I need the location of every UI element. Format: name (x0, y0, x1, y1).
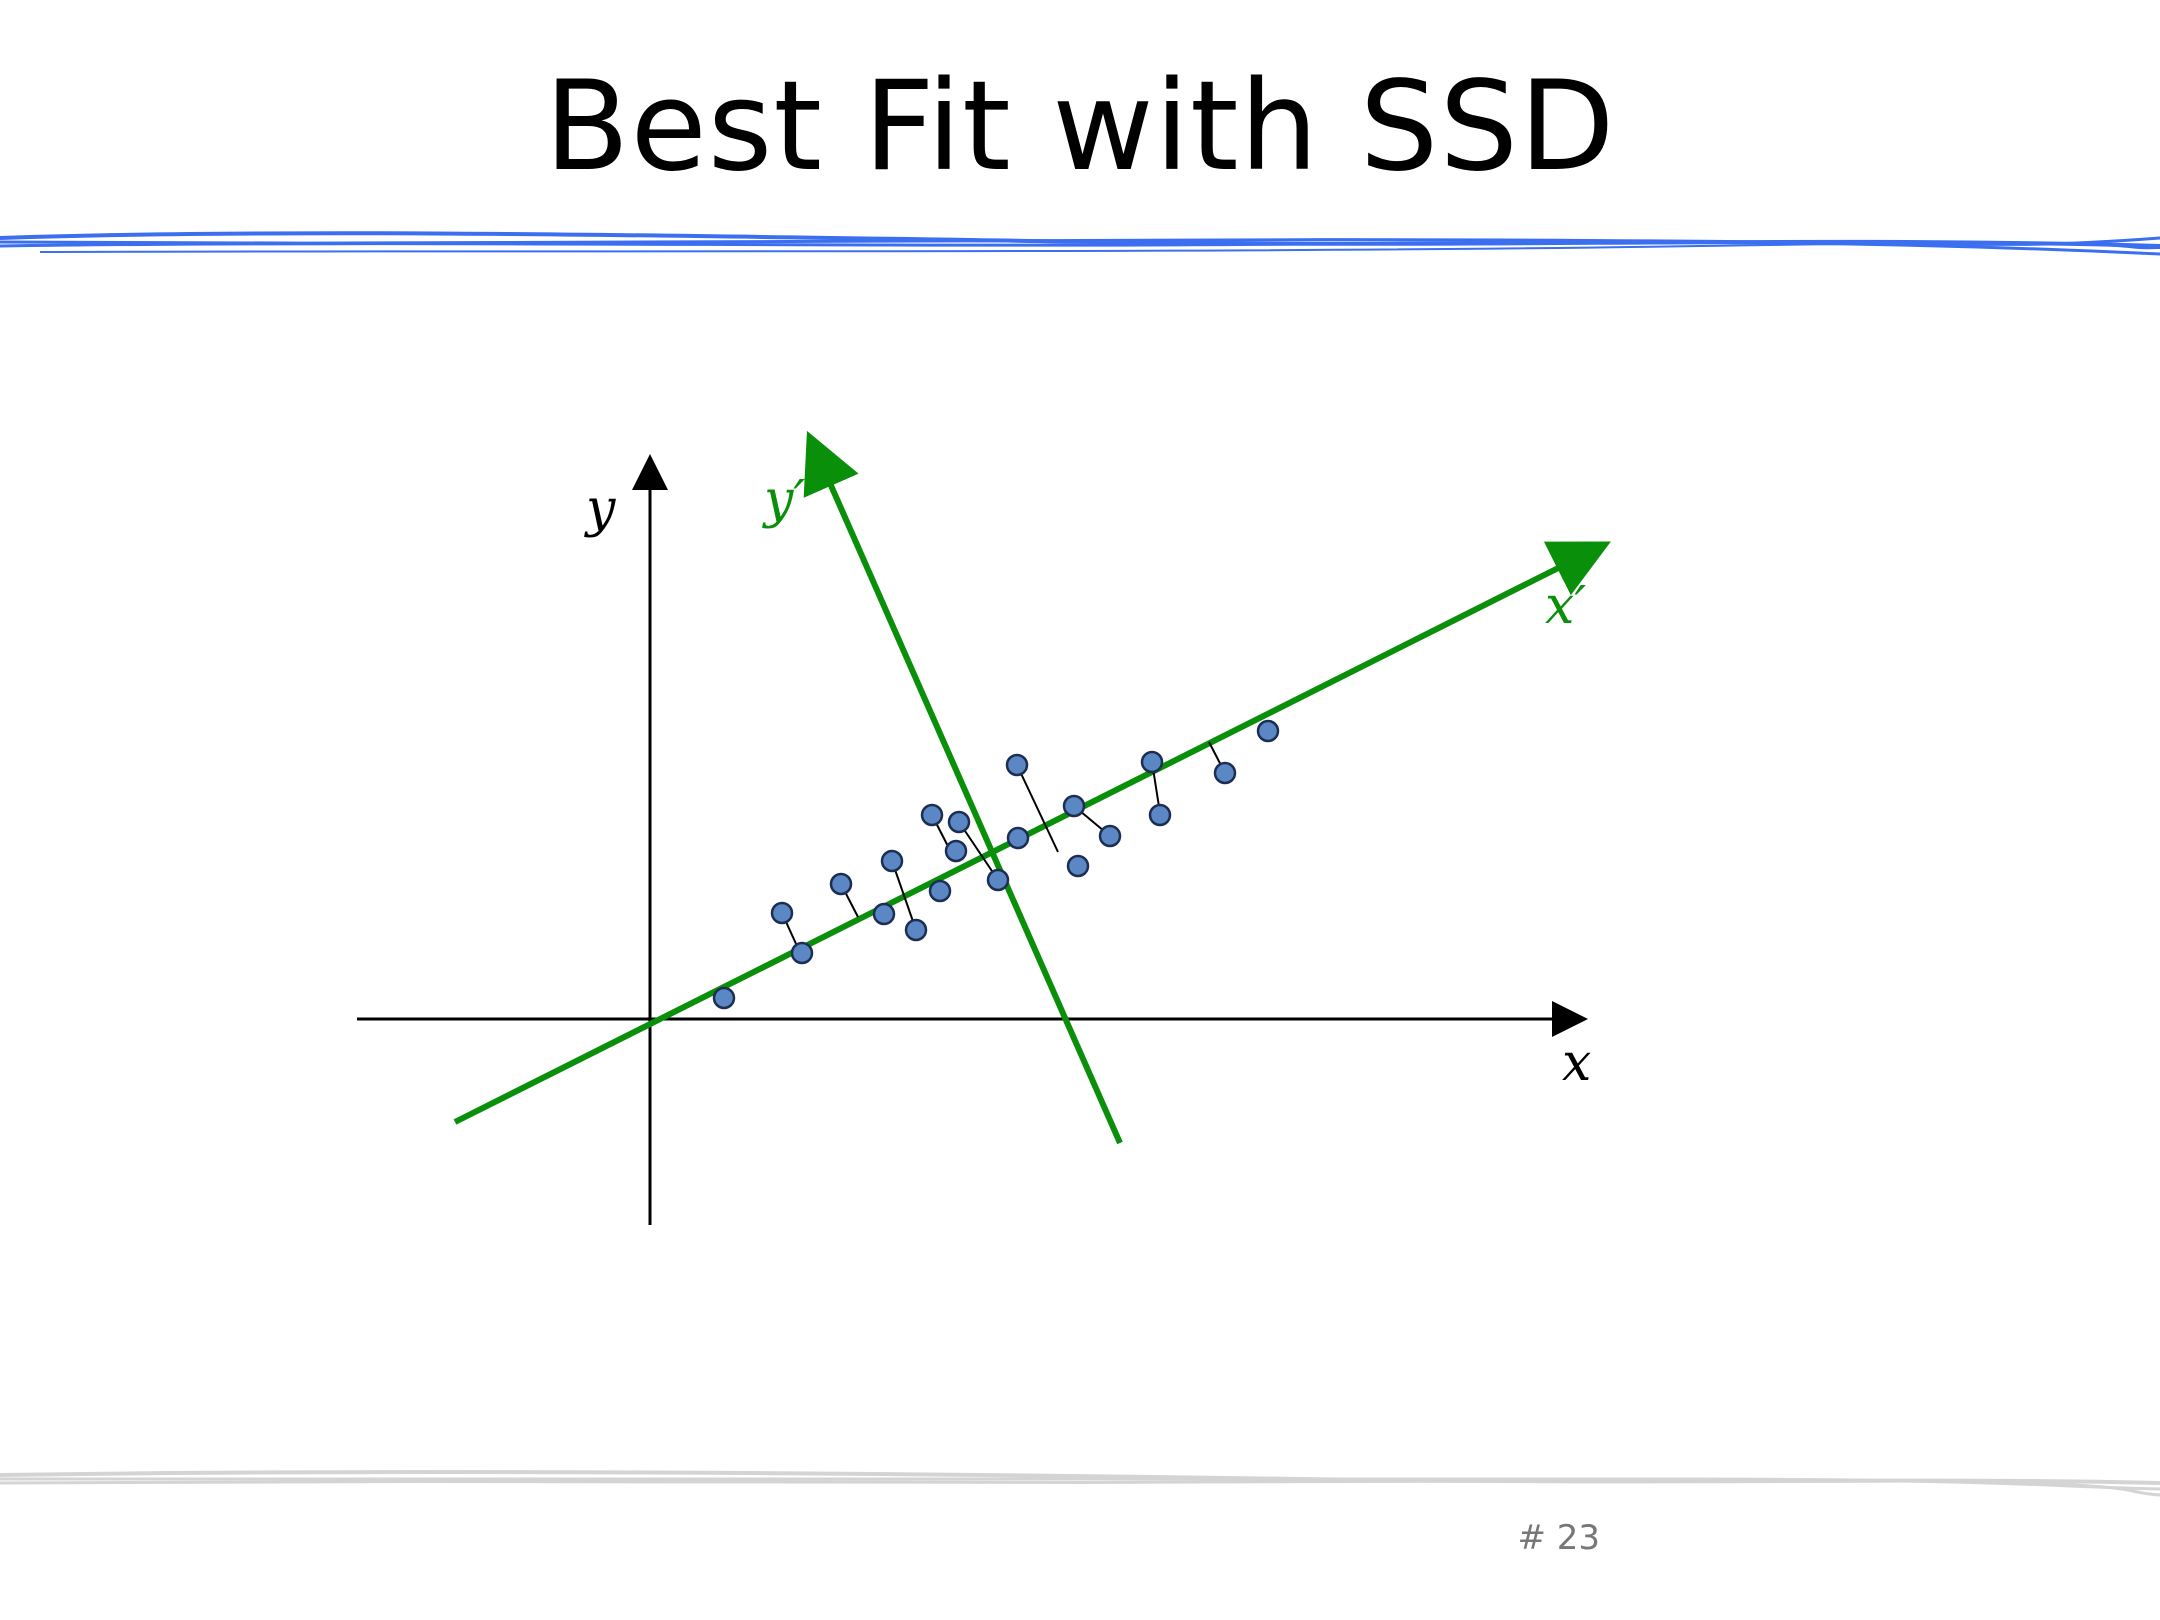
data-point (986, 868, 1010, 892)
x-axis-label: x (1562, 1033, 1591, 1093)
data-point (1256, 719, 1280, 743)
page-number: # 23 (1517, 1518, 1600, 1558)
data-point (1066, 854, 1090, 878)
data-point (829, 872, 853, 896)
data-point (928, 879, 952, 903)
title-divider (0, 231, 2160, 256)
data-point (1140, 750, 1164, 774)
y-prime-axis-label: y′ (762, 470, 805, 530)
data-point (1006, 826, 1030, 850)
y-prime-axis (803, 430, 1123, 1145)
data-point (1062, 794, 1086, 818)
data-point (944, 839, 968, 863)
y-axis-label: y (584, 479, 616, 539)
data-point (1098, 824, 1122, 848)
data-point (712, 986, 736, 1010)
data-point (872, 902, 896, 926)
x-prime-axis-label: x′ (1545, 576, 1586, 636)
data-point (920, 803, 944, 827)
data-point (904, 918, 928, 942)
data-point (1213, 761, 1237, 785)
data-point (947, 810, 971, 834)
data-point (770, 901, 794, 925)
slide-title: Best Fit with SSD (544, 55, 1616, 199)
data-point (790, 941, 814, 965)
data-point (880, 849, 904, 873)
footer-divider (0, 1470, 2160, 1497)
data-points (712, 719, 1280, 1010)
data-point (1005, 753, 1029, 777)
data-point (1148, 803, 1172, 827)
